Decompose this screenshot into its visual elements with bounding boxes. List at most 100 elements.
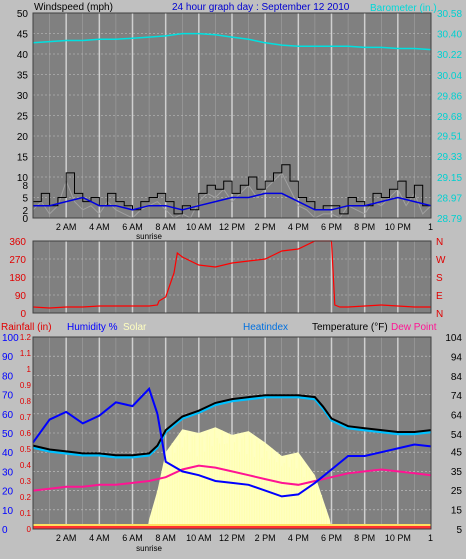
humidity-tick-label: 100: [2, 333, 19, 344]
x-tick-label: 12 PM: [219, 533, 245, 543]
rain-tick-label: 0.4: [20, 461, 32, 470]
barometer-tick-label: 30.04: [437, 71, 462, 82]
wind-tick-label: 40: [17, 50, 29, 61]
wind-tick-label: 10: [17, 173, 29, 184]
wind-tick-label: 15: [17, 153, 29, 164]
wind-tick-label: 5: [22, 194, 28, 205]
wind-tick-label: 35: [17, 71, 29, 82]
x-tick-label: 4 PM: [288, 222, 309, 232]
x-tick-label: 8 PM: [354, 222, 375, 232]
humidity-line: [32, 386, 432, 498]
rain-tick-label: 0.2: [20, 493, 32, 502]
x-tick-label: 4 AM: [89, 533, 110, 543]
humidity-tick-label: 70: [2, 391, 14, 402]
humidity-tick-label: 50: [2, 429, 14, 440]
rain-tick-label: 1: [27, 365, 32, 374]
chart-title: 24 hour graph day : September 12 2010: [172, 2, 350, 13]
compass-label: S: [436, 273, 443, 284]
rainfall-label: Rainfall (in): [1, 322, 52, 333]
x-end-label: 1: [428, 533, 433, 543]
wind-series: [32, 32, 432, 219]
temp-tick-label: 84: [451, 372, 463, 383]
rain-tick-label: 0.9: [20, 381, 32, 390]
x-tick-label: 6 AM: [122, 533, 143, 543]
rain-tick-label: 0.1: [20, 509, 32, 518]
temperature-line: [32, 394, 432, 457]
direction-tick-label: 270: [9, 255, 26, 266]
rain-tick-label: 0.8: [20, 397, 32, 406]
panel-frame: [32, 240, 432, 314]
temp-tick-label: 104: [445, 333, 462, 344]
x-end-label: 1: [428, 222, 433, 232]
x-tick-label: 10 PM: [385, 222, 411, 232]
wind-tick-label: 20: [17, 132, 29, 143]
temp-tick-label: 25: [451, 486, 463, 497]
wind-tick-label: 8: [22, 181, 28, 192]
temp-tick-label: 15: [451, 506, 463, 517]
x-tick-label: 8 AM: [155, 533, 176, 543]
wind-tick-label: 0: [22, 214, 28, 225]
sunrise-label: sunrise: [136, 232, 162, 241]
heatindex-label: Heatindex: [243, 322, 288, 333]
barometer-tick-label: 30.22: [437, 50, 462, 61]
barometer-tick-label: 30.40: [437, 30, 462, 41]
compass-label: N: [436, 237, 443, 248]
x-tick-label: 2 AM: [56, 533, 77, 543]
axis-labels: 025810152025303540455028.7928.9729.1529.…: [2, 9, 462, 553]
barometer-tick-label: 28.97: [437, 193, 462, 204]
solar-label: Solar: [123, 322, 147, 333]
wind-tick-label: 50: [17, 9, 29, 20]
x-tick-label: 4 PM: [288, 533, 309, 543]
rain-tick-label: 0.6: [20, 429, 32, 438]
temp-tick-label: 5: [456, 525, 462, 536]
temp-tick-label: 64: [451, 411, 463, 422]
x-tick-label: 2 AM: [56, 222, 77, 232]
temp-tick-label: 74: [451, 391, 463, 402]
x-tick-label: 10 AM: [186, 222, 212, 232]
rain-tick-label: 0.5: [20, 445, 32, 454]
wind-tick-label: 2: [22, 206, 28, 217]
sunrise-label: sunrise: [136, 544, 162, 553]
x-tick-label: 8 PM: [354, 533, 375, 543]
direction-tick-label: 180: [9, 273, 26, 284]
rain-tick-label: 1.1: [20, 349, 32, 358]
rainfall-bar: [33, 524, 431, 529]
humidity-tick-label: 90: [2, 352, 14, 363]
rain-tick-label: 1.2: [20, 333, 32, 342]
direction-series: [32, 240, 431, 309]
direction-tick-label: 0: [20, 309, 26, 320]
compass-label: E: [436, 291, 443, 302]
humidity-tick-label: 30: [2, 467, 14, 478]
humidity-tick-label: 40: [2, 448, 14, 459]
wind-tick-label: 45: [17, 30, 29, 41]
x-tick-label: 6 PM: [321, 222, 342, 232]
barometer-label: Barometer (in.): [370, 3, 437, 14]
humidity-tick-label: 10: [2, 506, 14, 517]
x-tick-label: 2 PM: [255, 533, 276, 543]
humidity-tick-label: 0: [2, 525, 8, 536]
x-tick-label: 12 PM: [219, 222, 245, 232]
windspeed-label: Windspeed (mph): [34, 2, 113, 13]
rain-tick-label: 0: [27, 525, 32, 534]
heatindex-line: [32, 395, 432, 459]
panel-frame: [32, 12, 432, 219]
temp-tick-label: 35: [451, 467, 463, 478]
compass-label: W: [436, 255, 446, 266]
barometer-line: [32, 32, 432, 51]
compass-label: N: [436, 309, 443, 320]
wind-tick-label: 30: [17, 91, 29, 102]
x-tick-label: 4 AM: [89, 222, 110, 232]
direction-grid: [33, 241, 431, 313]
barometer-tick-label: 29.86: [437, 91, 462, 102]
wind-direction-line: [32, 240, 431, 309]
panel-frame: [32, 336, 432, 530]
temp-tick-label: 54: [451, 430, 463, 441]
wind-tick-label: 25: [17, 112, 29, 123]
direction-tick-label: 90: [15, 291, 27, 302]
temperature-label: Temperature (°F): [312, 322, 388, 333]
x-tick-label: 2 PM: [255, 222, 276, 232]
x-tick-label: 10 PM: [385, 533, 411, 543]
dewpoint-label: Dew Point: [391, 322, 437, 333]
barometer-tick-label: 29.51: [437, 132, 462, 143]
